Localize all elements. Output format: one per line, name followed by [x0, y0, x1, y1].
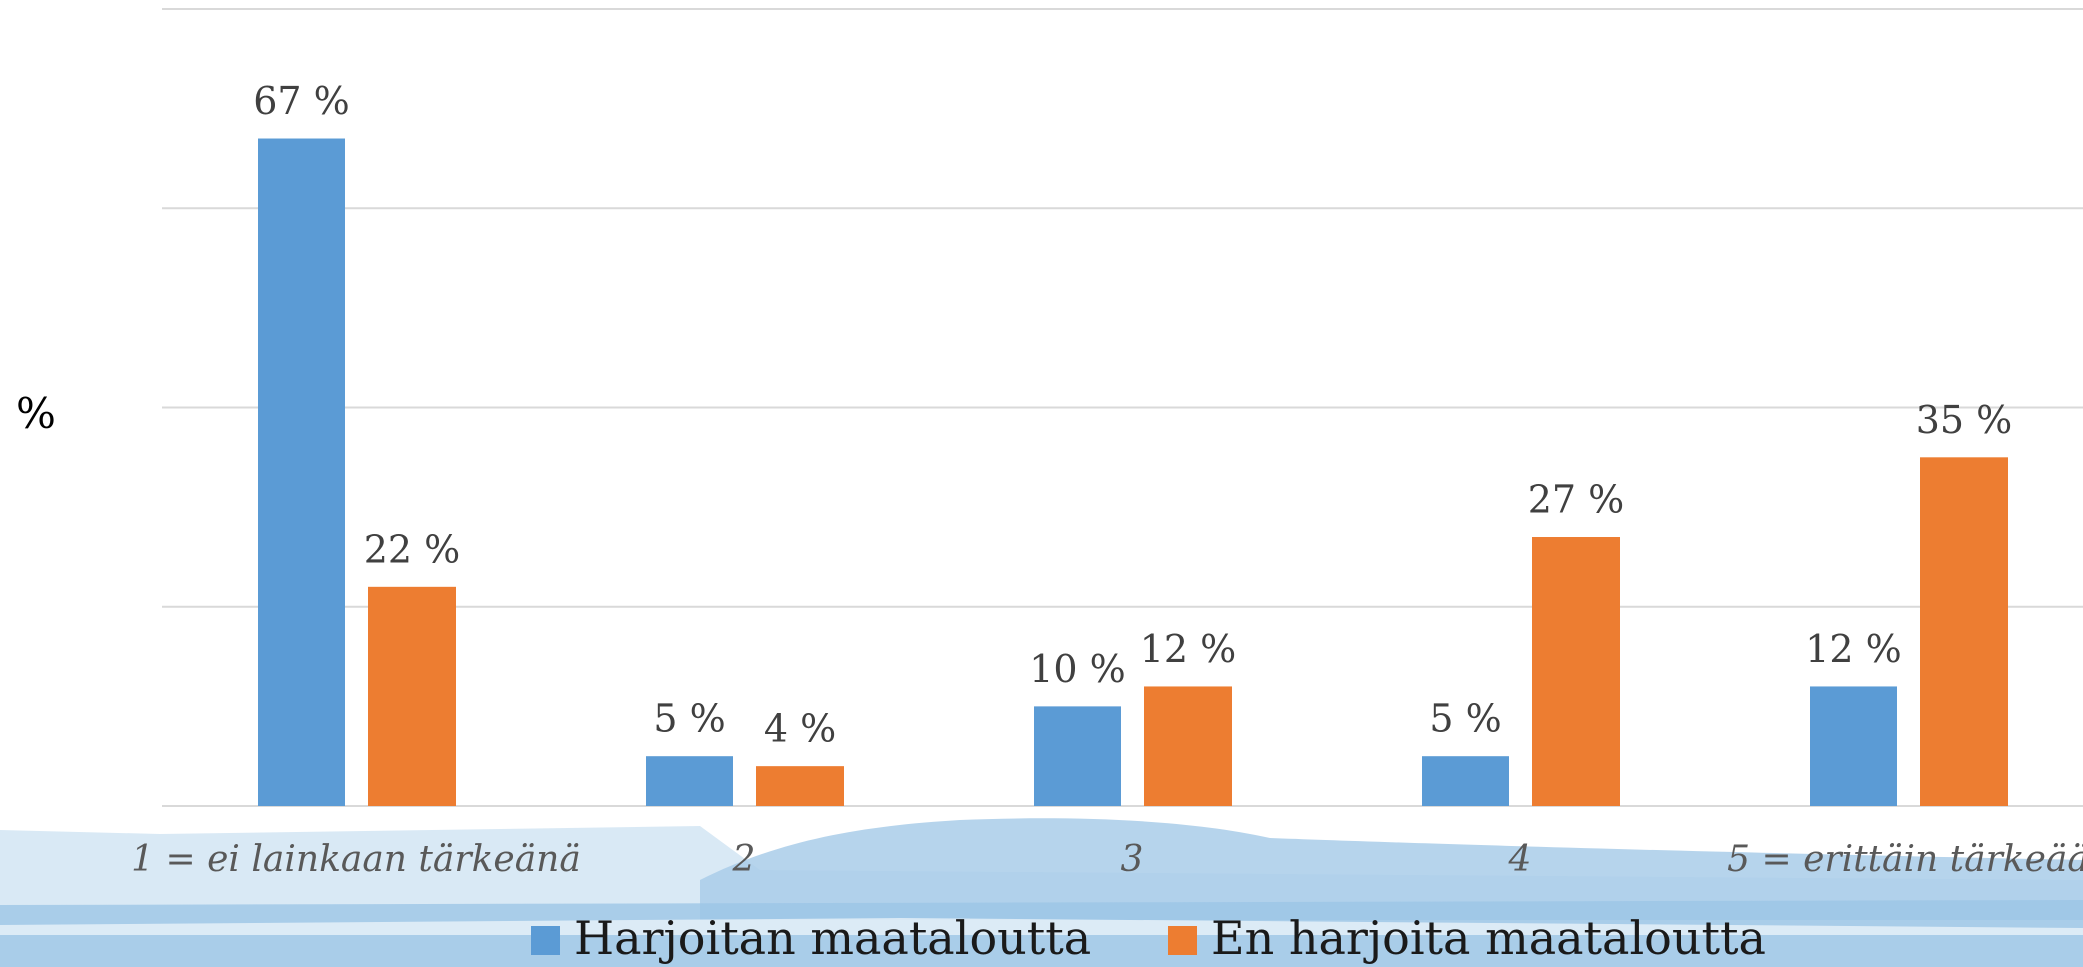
bar	[646, 756, 733, 806]
x-tick-label: 1 = ei lainkaan tärkeänä	[131, 839, 581, 880]
bar	[1920, 457, 2008, 806]
bar	[756, 766, 844, 806]
bar	[1422, 756, 1509, 806]
value-label: 12 %	[1805, 627, 1902, 671]
value-label: 4 %	[764, 707, 836, 751]
value-label: 12 %	[1140, 627, 1237, 671]
value-label: 5 %	[1429, 697, 1501, 741]
value-label: 5 %	[653, 697, 725, 741]
legend-label: En harjoita maataloutta	[1211, 911, 1766, 965]
value-label: 10 %	[1029, 647, 1126, 691]
background-landscape	[0, 818, 2083, 967]
x-tick-label: 4	[1508, 839, 1532, 880]
bar	[1810, 686, 1897, 806]
legend-swatch	[531, 926, 560, 955]
x-tick-label: 2	[732, 839, 756, 880]
bar	[258, 138, 345, 806]
bar	[1034, 706, 1121, 806]
y-axis-label: %	[16, 389, 56, 438]
legend-swatch	[1168, 926, 1197, 955]
x-tick-label: 3	[1121, 839, 1144, 880]
value-label: 67 %	[253, 79, 350, 123]
bar	[1532, 537, 1620, 806]
legend-label: Harjoitan maataloutta	[574, 911, 1091, 965]
value-label: 35 %	[1916, 398, 2013, 442]
value-label: 27 %	[1528, 478, 1625, 522]
value-label: 22 %	[364, 527, 461, 571]
bar	[1144, 686, 1232, 806]
bar	[368, 586, 456, 806]
x-tick-label: 5 = erittäin tärkeää	[1727, 839, 2083, 880]
